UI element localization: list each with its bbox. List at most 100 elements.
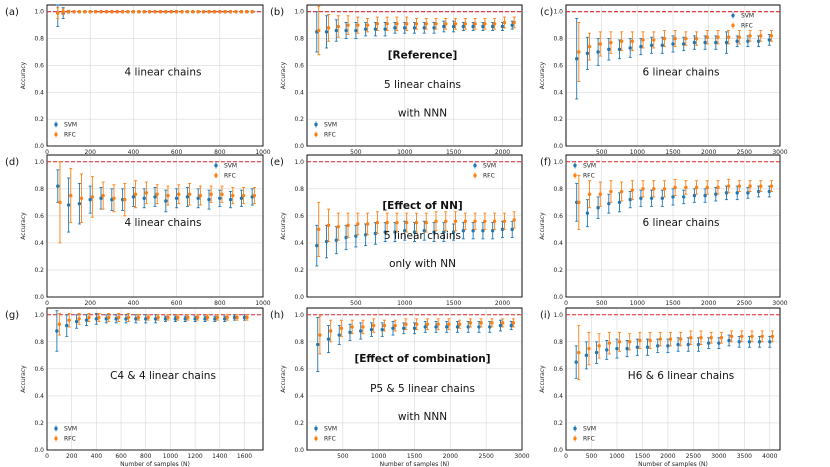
svm-point xyxy=(56,184,60,188)
rfc-point xyxy=(511,321,516,325)
svm-point xyxy=(488,325,492,329)
panel-b: 0.0 0.2 0.4 0.6 0.8 1.0 500 1000 1500 2000 Accurac… xyxy=(270,4,523,156)
rfc-point xyxy=(318,333,322,337)
svm-point xyxy=(635,345,640,349)
rfc-point xyxy=(598,42,602,46)
legend-label: RFC xyxy=(324,436,336,443)
x-tick-label: 1200 xyxy=(187,453,202,460)
svm-point xyxy=(649,196,654,200)
rfc-point xyxy=(361,325,365,329)
svm-point xyxy=(617,47,622,52)
legend-marker xyxy=(54,122,58,127)
panel-g: 0.0 0.2 0.4 0.6 0.8 1.0 0 200 400 600 800 1000 1200 1… xyxy=(5,307,264,467)
svm-point xyxy=(639,44,643,49)
rfc-point xyxy=(195,315,200,320)
svm-point xyxy=(714,40,718,45)
rfc-point xyxy=(587,44,592,49)
rfc-point xyxy=(350,325,354,329)
y-tick-label: 0.4 xyxy=(294,393,304,400)
svm-point xyxy=(412,326,417,330)
rfc-point xyxy=(180,10,184,14)
rfc-point xyxy=(225,315,229,320)
svm-point xyxy=(682,42,686,46)
legend-label: SVM xyxy=(64,122,77,129)
rfc-point xyxy=(759,34,763,38)
svm-point xyxy=(656,344,660,348)
x-tick-label: 2000 xyxy=(660,453,675,460)
rfc-point xyxy=(69,193,73,198)
rfc-point xyxy=(223,10,227,14)
rfc-point xyxy=(726,35,731,39)
y-tick-label: 0.4 xyxy=(553,240,563,247)
plot-area xyxy=(46,4,264,147)
rfc-point xyxy=(414,22,419,26)
rfc-point xyxy=(748,184,752,188)
svm-point xyxy=(490,24,495,29)
rfc-point xyxy=(737,184,742,188)
svm-point xyxy=(185,195,190,199)
legend-label: SVM xyxy=(483,163,496,170)
y-tick-label: 0.6 xyxy=(34,213,44,220)
rfc-point xyxy=(136,315,141,320)
rfc-point xyxy=(116,315,121,320)
legend-marker xyxy=(573,173,577,178)
rfc-point xyxy=(126,10,130,14)
rfc-point xyxy=(144,191,149,195)
y-tick-label: 0.6 xyxy=(34,62,44,69)
y-tick-label: 0.0 xyxy=(294,447,304,454)
x-tick-label: 2000 xyxy=(443,453,458,460)
panel-annotation: [Reference] xyxy=(388,50,458,62)
rfc-point xyxy=(652,187,656,191)
rfc-point xyxy=(705,35,709,39)
svm-point xyxy=(84,318,89,322)
svm-point xyxy=(344,28,348,33)
legend-label: RFC xyxy=(64,436,76,443)
rfc-point xyxy=(684,185,688,190)
svm-point xyxy=(354,28,358,33)
svm-point xyxy=(714,192,718,196)
svm-point xyxy=(218,196,222,200)
svm-point xyxy=(477,325,481,329)
y-tick-label: 1.0 xyxy=(553,9,563,16)
panel-annotation: 4 linear chains xyxy=(125,217,202,229)
x-tick-label: 0 xyxy=(564,300,568,307)
panel-label: (i) xyxy=(540,310,551,321)
rfc-point xyxy=(457,322,462,326)
legend-marker xyxy=(573,426,577,431)
rfc-point xyxy=(444,22,448,26)
svm-point xyxy=(196,196,200,200)
panel-annotation: C4 & 4 linear chains xyxy=(110,370,216,382)
x-tick-label: 200 xyxy=(66,453,78,460)
x-tick-label: 800 xyxy=(140,453,152,460)
x-tick-label: 1600 xyxy=(237,453,252,460)
svm-point xyxy=(510,23,514,27)
y-tick-label: 0.2 xyxy=(34,267,44,274)
svm-point xyxy=(768,340,772,344)
rfc-point xyxy=(317,227,321,232)
rfc-point xyxy=(393,323,397,328)
rfc-point xyxy=(245,315,249,320)
rfc-point xyxy=(131,10,136,14)
x-tick-label: 1400 xyxy=(212,453,227,460)
rfc-point xyxy=(137,10,141,14)
y-axis-label: Accuracy xyxy=(20,212,27,240)
rfc-point xyxy=(473,22,477,26)
rfc-point xyxy=(512,20,516,25)
svm-point xyxy=(660,196,664,200)
rfc-point xyxy=(641,38,645,42)
svm-point xyxy=(671,42,675,46)
y-tick-label: 0.0 xyxy=(553,447,563,454)
plot-frame xyxy=(46,307,264,451)
x-tick-label: 2500 xyxy=(737,149,752,156)
rfc-point xyxy=(97,315,101,320)
svm-point xyxy=(746,39,750,43)
rfc-point xyxy=(120,10,125,14)
rfc-point xyxy=(414,220,419,225)
svm-point xyxy=(767,189,771,194)
legend-label: RFC xyxy=(583,436,595,443)
svm-point xyxy=(142,196,146,200)
svm-point xyxy=(660,43,664,47)
rfc-point xyxy=(126,315,131,320)
rfc-point xyxy=(77,10,82,14)
svm-point xyxy=(461,229,466,233)
